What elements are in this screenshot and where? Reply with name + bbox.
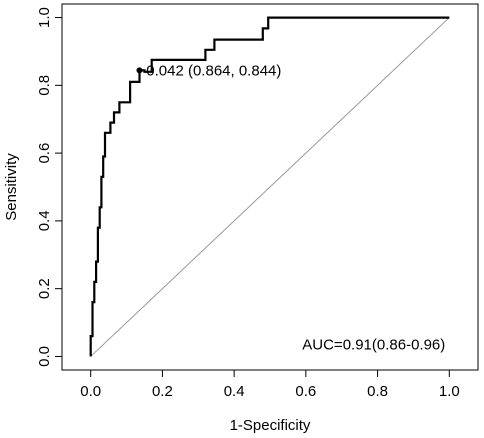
y-tick-label: 0.8 (36, 75, 53, 96)
x-tick-label: 0.4 (224, 383, 245, 400)
x-axis: 0.0 0.2 0.4 0.6 0.8 1.0 (80, 370, 460, 400)
x-tick-label: 0.6 (295, 383, 316, 400)
roc-curve (89, 16, 450, 357)
cutoff-annotation: 0.042 (0.864, 0.844) (146, 62, 281, 79)
reference-diagonal (90, 17, 450, 357)
y-tick-label: 1.0 (36, 7, 53, 28)
x-tick-label: 1.0 (439, 383, 460, 400)
x-tick-label: 0.2 (152, 383, 173, 400)
y-axis-label: Sensitivity (3, 153, 20, 221)
x-tick-label: 0.0 (80, 383, 101, 400)
x-tick-label: 0.8 (367, 383, 388, 400)
x-axis-label: 1-Specificity (230, 417, 311, 434)
y-tick-label: 0.2 (36, 278, 53, 299)
cutoff-point (136, 67, 143, 74)
y-tick-label: 0.6 (36, 143, 53, 164)
plot-frame (61, 3, 479, 371)
y-tick-label: 0.0 (36, 346, 53, 367)
y-tick-label: 0.4 (36, 210, 53, 231)
auc-annotation: AUC=0.91(0.86-0.96) (302, 337, 445, 354)
y-axis: 0.0 0.2 0.4 0.6 0.8 1.0 (36, 7, 62, 367)
